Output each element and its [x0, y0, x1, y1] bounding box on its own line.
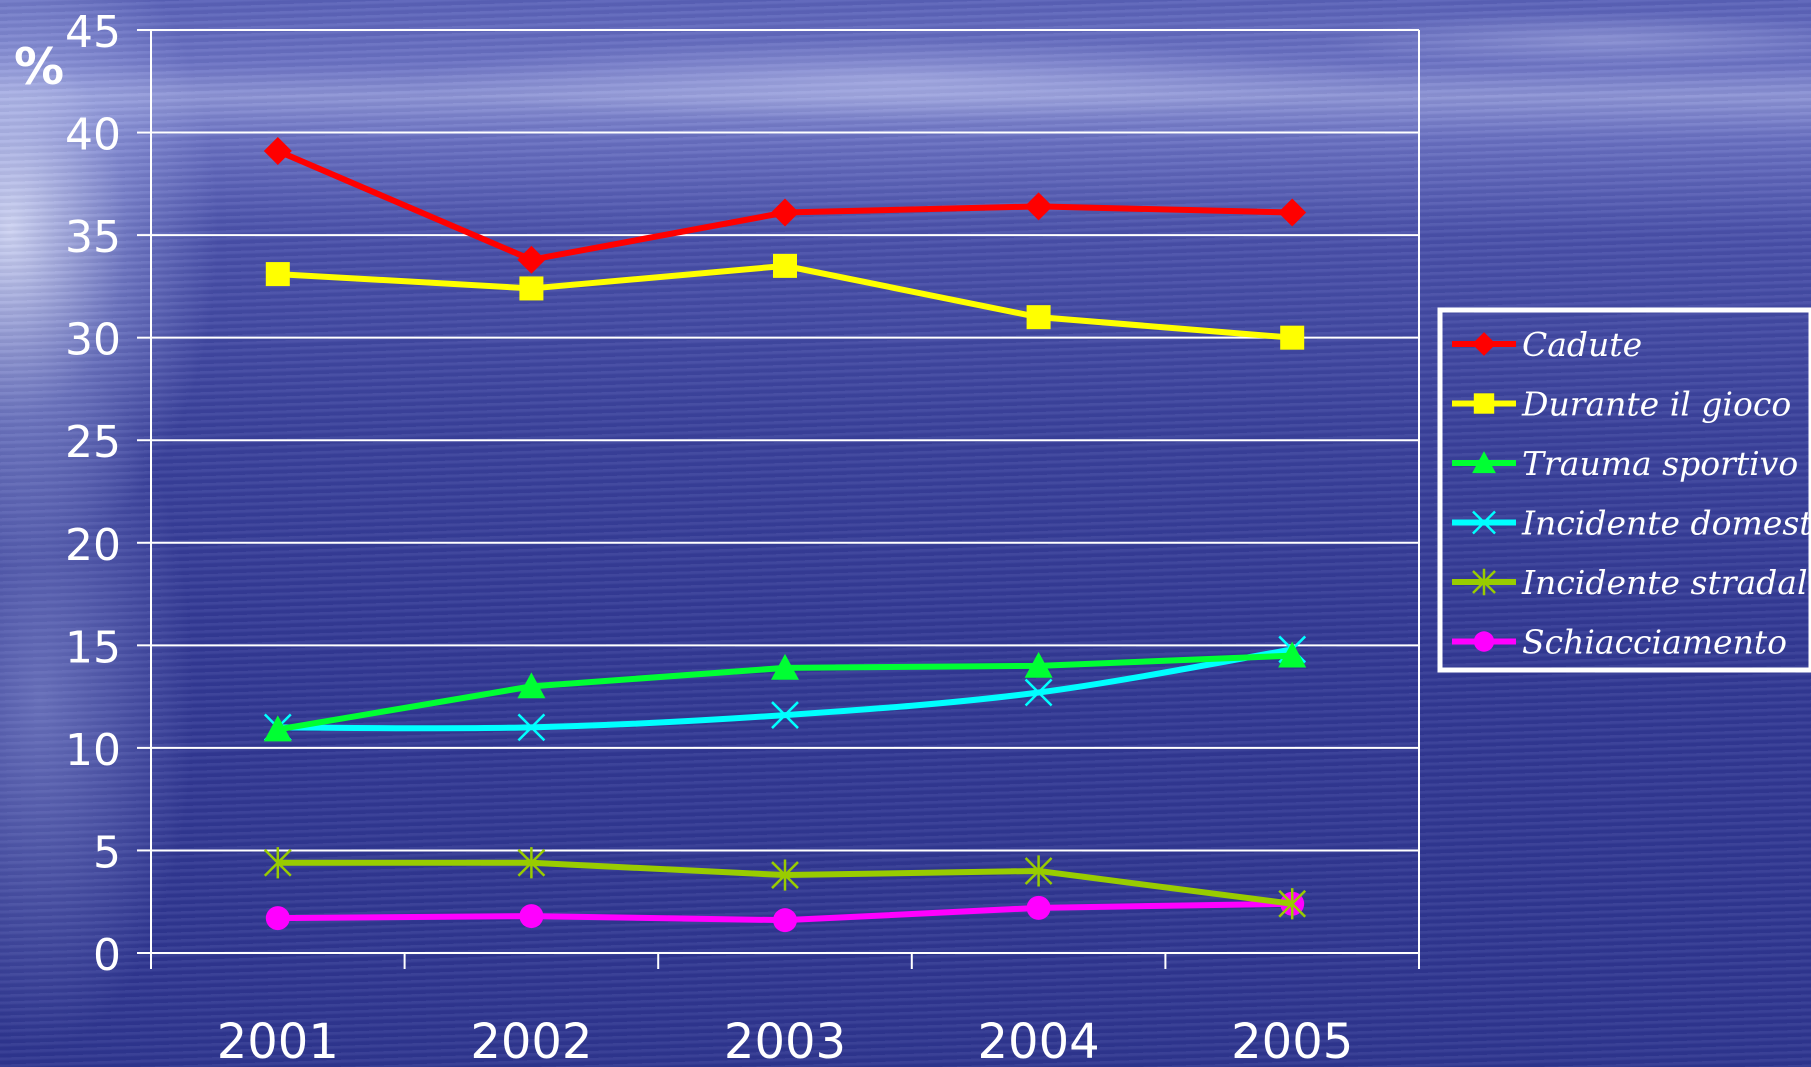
data-point-diamond	[263, 137, 292, 166]
legend-label: Schiacciamento	[1522, 623, 1787, 662]
data-point-diamond	[517, 245, 546, 274]
data-point-star	[517, 847, 546, 879]
legend-item: Incidente domestico	[1452, 504, 1811, 543]
y-unit-label: %	[14, 38, 64, 96]
series-schiacciamento	[265, 891, 1305, 933]
x-tick-label: 2005	[1231, 1014, 1353, 1067]
series-incidente-stradale	[263, 847, 1307, 920]
x-tick-label: 2002	[470, 1014, 592, 1067]
data-point-x	[1024, 678, 1053, 707]
legend-label: Cadute	[1522, 325, 1642, 364]
legend-label: Durante il gioco	[1521, 385, 1791, 424]
y-tick-label: 40	[65, 110, 121, 161]
legend-label: Incidente domestico	[1521, 504, 1811, 543]
legend-item: Cadute	[1452, 325, 1642, 364]
gridlines	[151, 29, 1420, 953]
data-point-square	[1280, 325, 1305, 350]
legend: Cadute Durante il gioco Trauma sportivo Inc…	[1437, 307, 1811, 673]
data-point-square	[519, 276, 544, 301]
series-durante-il-gioco	[265, 253, 1305, 350]
data-point-star	[263, 847, 292, 879]
data-point-triangle	[1278, 641, 1307, 668]
data-point-diamond	[1278, 198, 1307, 227]
data-point-circle	[773, 908, 797, 933]
y-tick-label: 5	[93, 827, 121, 878]
legend-item: Trauma sportivo	[1452, 444, 1798, 483]
legend-marker-diamond	[1472, 332, 1496, 356]
legend-marker-square	[1473, 393, 1495, 414]
series-trauma-sportivo	[263, 641, 1307, 742]
legend-marker-circle	[1473, 631, 1495, 652]
data-point-triangle	[771, 653, 799, 680]
series-incidente-domestico	[263, 635, 1307, 742]
data-point-circle	[265, 906, 290, 931]
y-tick-label: 35	[65, 212, 121, 263]
tick-labels: 0 5 10 15 20 25 30 35 40 45 2001 2002 2003 2004 2005	[65, 7, 1353, 1067]
legend-label: Trauma sportivo	[1522, 444, 1798, 483]
data-point-x	[771, 701, 799, 729]
y-tick-label: 20	[65, 520, 121, 571]
data-point-star	[1278, 888, 1307, 920]
y-tick-label: 15	[65, 622, 121, 673]
legend-item: Durante il gioco	[1452, 385, 1791, 424]
legend-item: Schiacciamento	[1452, 623, 1787, 662]
data-point-star	[1024, 855, 1053, 887]
data-point-triangle	[1024, 651, 1053, 678]
series-cadute	[263, 137, 1307, 274]
legend-label: Incidente stradale	[1521, 563, 1811, 602]
legend-item: Incidente stradale	[1452, 563, 1811, 602]
legend-marker-triangle	[1472, 451, 1496, 474]
legend-marker-star	[1472, 568, 1496, 596]
data-point-diamond	[771, 198, 799, 227]
data-point-triangle	[263, 715, 292, 742]
data-point-x	[517, 713, 546, 742]
x-tick-label: 2003	[724, 1014, 846, 1067]
y-tick-label: 30	[65, 315, 121, 366]
data-point-triangle	[517, 672, 546, 699]
y-tick-label: 45	[65, 7, 121, 58]
data-point-square	[1026, 305, 1051, 330]
data-point-square	[773, 253, 797, 278]
y-tick-label: 0	[93, 930, 121, 981]
x-tick-label: 2004	[978, 1014, 1100, 1067]
data-point-circle	[1026, 895, 1051, 920]
data-point-square	[265, 262, 290, 287]
legend-box	[1437, 307, 1811, 673]
x-tick-label: 2001	[217, 1014, 339, 1067]
data-point-circle	[519, 904, 544, 929]
y-tick-label: 10	[65, 725, 121, 776]
data-point-diamond	[1024, 192, 1053, 221]
series-layer	[263, 137, 1307, 933]
legend-marker-x	[1472, 510, 1496, 535]
y-tick-label: 25	[65, 417, 121, 468]
axes	[137, 29, 1420, 969]
data-point-star	[771, 859, 799, 891]
